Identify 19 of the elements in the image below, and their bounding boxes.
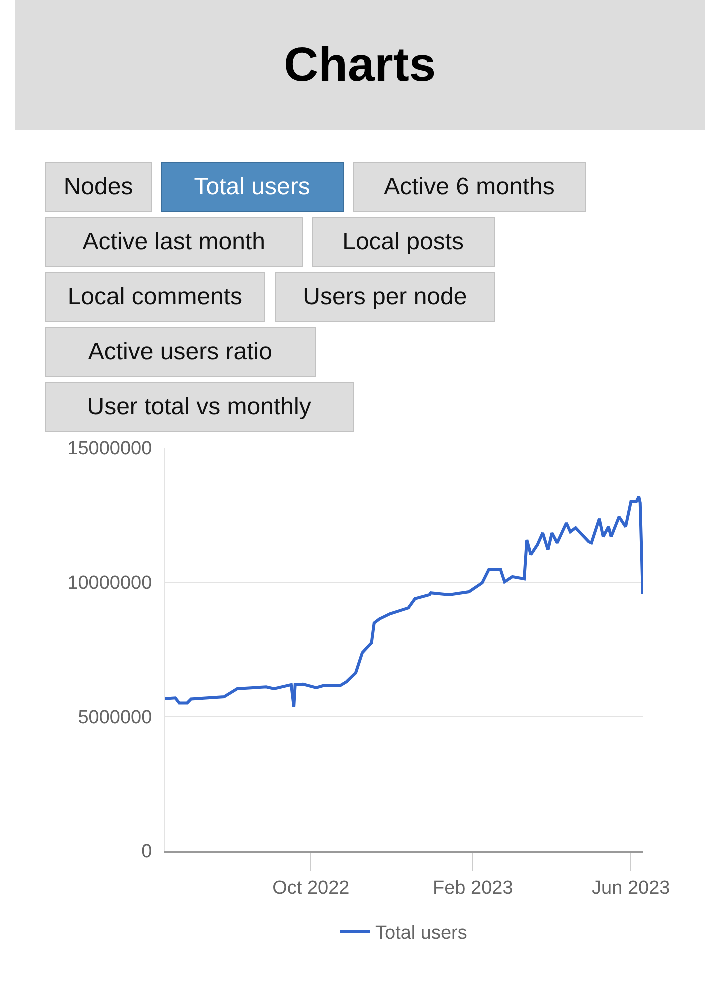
x-tick-label: Jun 2023 bbox=[592, 878, 670, 899]
x-tick-label: Oct 2022 bbox=[272, 878, 350, 899]
text: Users per node bbox=[303, 284, 468, 310]
text: Active users ratio bbox=[88, 338, 272, 366]
text: Active last month bbox=[82, 228, 266, 256]
legend-label: Total users bbox=[376, 922, 468, 944]
text: Active 6 months bbox=[384, 174, 555, 200]
y-tick-label: 15000000 bbox=[68, 438, 152, 460]
line-series bbox=[165, 495, 643, 708]
y-tick-label: 10000000 bbox=[68, 572, 152, 594]
text: Total users bbox=[194, 174, 310, 200]
chart-title: Charts bbox=[284, 38, 436, 92]
text: Local comments bbox=[68, 284, 243, 310]
text: Local posts bbox=[342, 228, 464, 256]
y-tick-label: 5000000 bbox=[78, 707, 152, 728]
y-tick-label: 0 bbox=[142, 842, 152, 863]
x-tick-label: Feb 2023 bbox=[432, 878, 514, 899]
text: User total vs monthly bbox=[87, 394, 312, 420]
text: Nodes bbox=[64, 174, 134, 200]
